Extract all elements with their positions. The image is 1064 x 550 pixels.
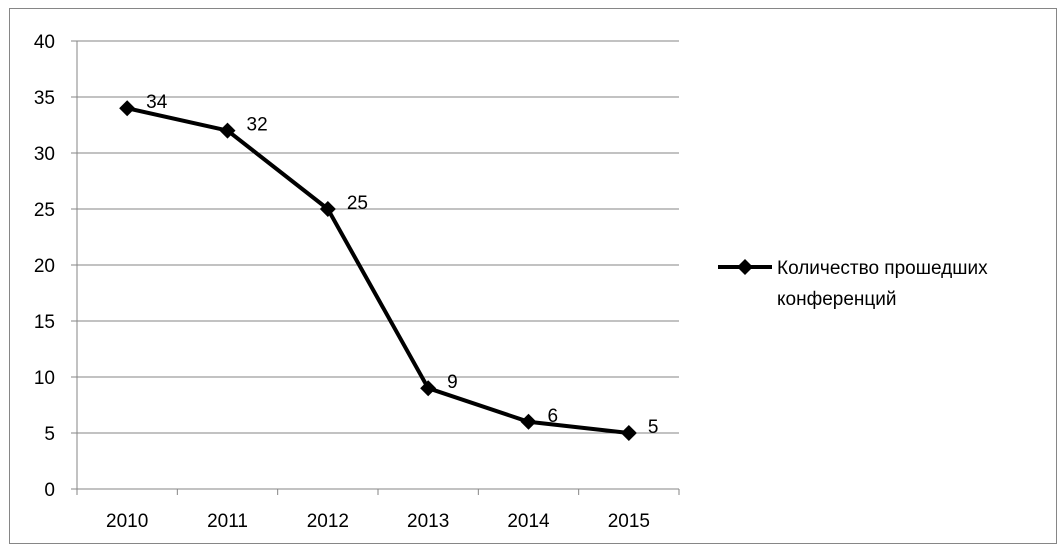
data-label: 6 (548, 406, 559, 427)
data-label: 34 (146, 92, 168, 113)
axes: 0 5 10 15 20 25 30 35 40 2010 2011 2012 2013 2014 2015 (34, 32, 680, 532)
y-tick-label: 25 (34, 200, 55, 221)
series-line (126, 106, 630, 435)
x-tick-label: 2010 (106, 511, 148, 532)
gridlines (77, 40, 679, 434)
data-label: 9 (447, 372, 458, 393)
y-tick-label: 10 (34, 368, 55, 389)
legend-marker-diamond (737, 259, 753, 275)
data-label: 32 (247, 115, 268, 136)
y-tick-label: 20 (34, 256, 55, 277)
x-tick-label: 2015 (608, 511, 650, 532)
data-point-marker (420, 380, 437, 397)
data-point-marker (520, 413, 537, 430)
data-point-marker (119, 100, 136, 117)
x-tick-label: 2014 (507, 511, 550, 532)
y-tick-label: 35 (34, 88, 55, 109)
y-tick-label: 5 (44, 424, 55, 445)
data-label: 25 (347, 193, 368, 214)
y-tick-label: 40 (34, 32, 55, 53)
data-label: 5 (648, 417, 659, 438)
legend: Количество прошедших конференций (718, 258, 988, 310)
data-point-marker (620, 425, 637, 441)
x-tick-label: 2012 (307, 511, 349, 532)
legend-label-line1: Количество прошедших (777, 258, 988, 279)
data-point-marker (319, 201, 336, 217)
y-tick-label: 15 (34, 312, 55, 333)
x-tick-label: 2011 (207, 511, 248, 532)
data-point-marker (219, 122, 236, 139)
y-tick-label: 30 (34, 144, 55, 165)
y-tick-label: 0 (44, 480, 55, 501)
x-tick-label: 2013 (407, 511, 449, 532)
series-group: 34 32 25 9 6 5 (119, 92, 658, 441)
legend-label-line2: конференций (777, 289, 897, 310)
